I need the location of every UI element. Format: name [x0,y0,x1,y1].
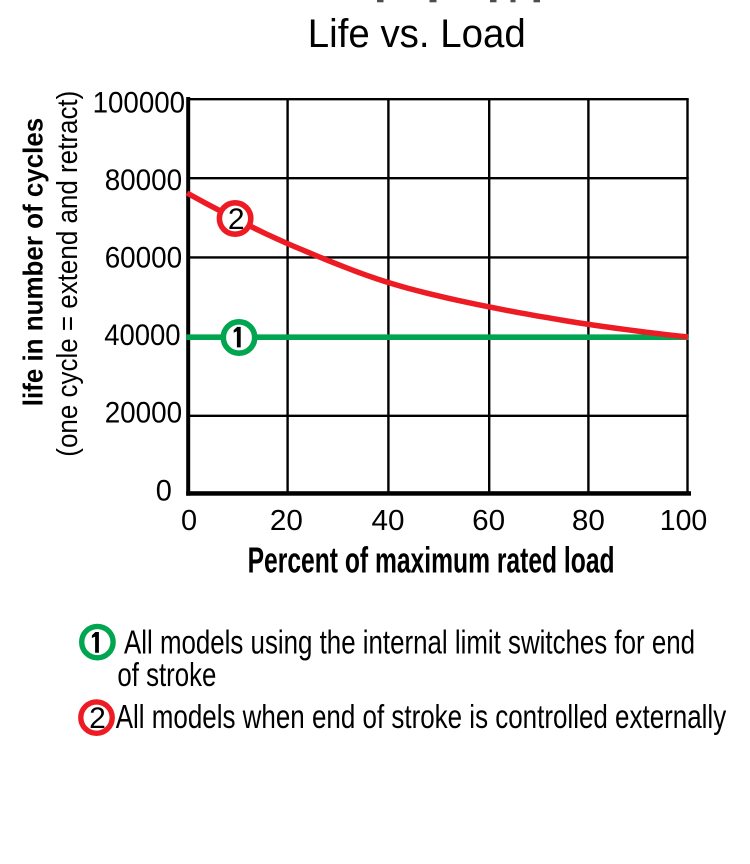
svg-text:Life vs. Load: Life vs. Load [308,12,526,56]
svg-text:life in number of cycles: life in number of cycles [18,118,49,407]
svg-text:100000: 100000 [93,86,186,119]
svg-text:2: 2 [228,203,245,236]
svg-text:20000: 20000 [105,397,183,430]
svg-text:All models when end of stroke: All models when end of stroke is control… [116,698,727,735]
svg-text:Percent of maximum rated load: Percent of maximum rated load [248,540,615,581]
svg-text:60: 60 [472,505,505,537]
svg-text:0: 0 [181,505,197,537]
svg-text:of stroke: of stroke [117,656,216,693]
svg-text:2: 2 [89,702,106,735]
svg-text:All models using the internal: All models using the internal limit swit… [124,624,695,661]
svg-text:(one cycle = extend and retrac: (one cycle = extend and retract) [52,91,84,457]
svg-text:80000: 80000 [105,164,183,197]
svg-text:60000: 60000 [105,242,183,275]
svg-text:40000: 40000 [104,319,180,352]
svg-text:0: 0 [156,474,172,507]
svg-text:80: 80 [572,505,605,537]
svg-text:20: 20 [270,505,303,537]
svg-text:40: 40 [372,505,405,537]
svg-text:100: 100 [660,505,708,537]
